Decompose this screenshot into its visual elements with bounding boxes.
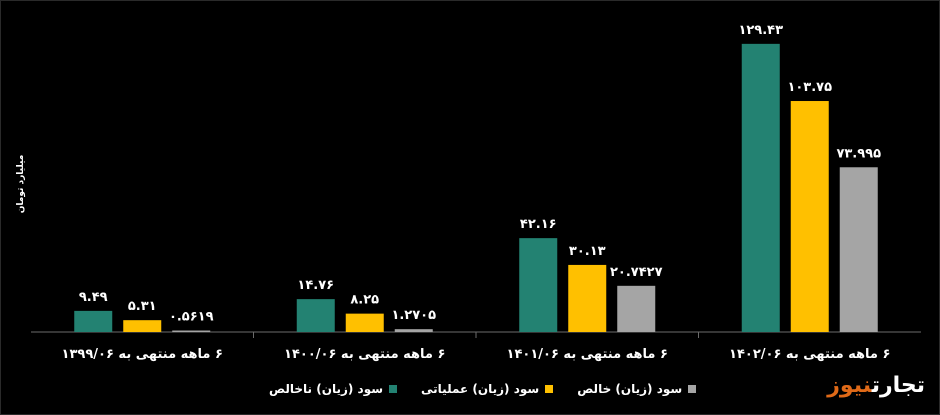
legend-item-net: سود (زیان) خالص	[577, 382, 697, 396]
data-label-s1-c0: ۵.۳۱	[128, 299, 157, 314]
category-label-1: ۶ ماهه منتهی به ۱۴۰۰/۰۶	[284, 347, 445, 362]
watermark-logo: تجارتنیوز	[827, 373, 926, 398]
legend-swatch-gross	[389, 385, 398, 393]
data-label-s0-c2: ۴۲.۱۶	[520, 217, 557, 232]
bar-s0-c0	[74, 310, 113, 332]
data-label-s0-c0: ۹.۴۹	[79, 290, 108, 305]
bar-s2-c2	[617, 285, 656, 332]
bar-s0-c2	[519, 238, 558, 332]
bar-s0-c1	[296, 299, 335, 332]
legend-label-gross: سود (زیان) ناخالص	[269, 382, 384, 396]
bar-s0-c3	[741, 43, 780, 333]
legend-label-net: سود (زیان) خالص	[577, 382, 683, 396]
logo-text-part2: نیوز	[827, 373, 872, 398]
legend-label-operating: سود (زیان) عملیاتی	[421, 382, 540, 396]
data-label-s1-c2: ۳۰.۱۳	[569, 244, 606, 259]
y-axis-label: میلیارد تومان	[16, 154, 26, 214]
data-label-s2-c3: ۷۳.۹۹۵	[836, 146, 881, 161]
legend-item-gross: سود (زیان) ناخالص	[269, 382, 398, 396]
category-label-2: ۶ ماهه منتهی به ۱۴۰۱/۰۶	[507, 347, 668, 362]
bar-s2-c3	[839, 167, 878, 332]
bar-s2-c1	[394, 329, 433, 332]
legend: سود (زیان) ناخالص سود (زیان) عملیاتی سود…	[269, 382, 697, 396]
category-label-3: ۶ ماهه منتهی به ۱۴۰۲/۰۶	[729, 347, 890, 362]
bar-s1-c2	[568, 264, 607, 332]
data-label-s1-c3: ۱۰۳.۷۵	[787, 80, 832, 95]
data-label-s0-c1: ۱۴.۷۶	[297, 278, 334, 293]
logo-text-part1: تجارت	[871, 373, 926, 398]
data-label-s2-c1: ۱.۲۷۰۵	[391, 308, 436, 323]
category-label-0: ۶ ماهه منتهی به ۱۳۹۹/۰۶	[62, 347, 223, 362]
bar-s1-c3	[790, 101, 829, 333]
legend-swatch-operating	[545, 385, 554, 393]
data-label-s0-c3: ۱۲۹.۴۳	[738, 23, 783, 38]
bar-s1-c1	[345, 313, 384, 332]
data-label-s2-c2: ۲۰.۷۴۲۷	[610, 265, 663, 280]
data-label-s1-c1: ۸.۲۵	[350, 293, 379, 308]
bar-s2-c0	[172, 330, 211, 332]
legend-item-operating: سود (زیان) عملیاتی	[421, 382, 554, 396]
bar-s1-c0	[123, 320, 162, 332]
data-label-s2-c0: ۰.۵۶۱۹	[169, 310, 214, 325]
legend-swatch-net	[688, 385, 697, 393]
